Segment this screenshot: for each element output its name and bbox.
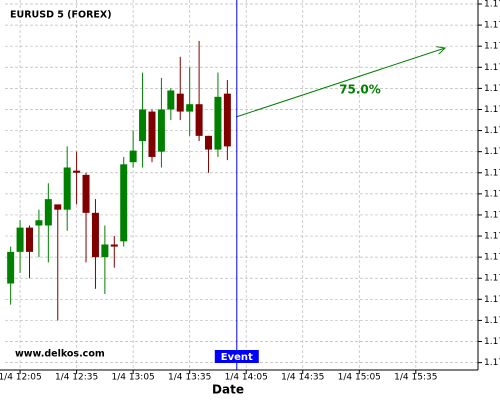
candle-body — [139, 109, 147, 142]
candle-body — [176, 93, 184, 112]
candle-body — [223, 93, 231, 147]
y-tick-label: 1.1744 — [484, 253, 500, 263]
candle-body — [91, 212, 99, 258]
y-tick-label: 1.1740 — [484, 295, 500, 305]
event-box — [214, 350, 259, 363]
x-tick-label: 1/4 12:35 — [55, 373, 98, 383]
candle-body — [82, 174, 90, 213]
candle-body — [7, 251, 15, 284]
candle-body — [73, 170, 81, 173]
y-tick-label: 1.1768 — [484, 0, 500, 10]
x-tick-label: 1/4 13:35 — [168, 373, 211, 383]
y-tick-label: 1.1748 — [484, 210, 500, 220]
y-tick-label: 1.1766 — [484, 21, 500, 31]
candle-body — [25, 227, 33, 252]
y-tick-label: 1.1758 — [484, 105, 500, 115]
candle-body — [63, 167, 71, 210]
y-tick-label: 1.1762 — [484, 63, 500, 73]
y-tick-label: 1.1756 — [484, 126, 500, 136]
y-tick-label: 1.1738 — [484, 316, 500, 326]
candle-body — [167, 90, 175, 110]
candle-body — [44, 199, 52, 226]
candle-body — [214, 96, 222, 150]
candle-body — [120, 164, 128, 242]
y-tick-label: 1.1752 — [484, 168, 500, 178]
candle-body — [54, 204, 62, 210]
candle-body — [35, 220, 43, 226]
x-tick-label: 1/4 13:05 — [111, 373, 154, 383]
y-tick-label: 1.1750 — [484, 189, 500, 199]
y-tick-label: 1.1764 — [484, 42, 500, 52]
candle-body — [16, 227, 24, 252]
candle-body — [129, 150, 137, 163]
candle-body — [101, 244, 109, 258]
candle-body — [186, 104, 194, 112]
x-tick-label: 1/4 14:05 — [225, 373, 268, 383]
chart-title: EURUSD 5 (FOREX) — [10, 10, 112, 21]
candle-body — [148, 111, 156, 157]
y-tick-label: 1.1754 — [484, 147, 500, 157]
x-tick-label: 1/4 14:35 — [281, 373, 324, 383]
forecast-arrow — [235, 48, 445, 118]
y-tick-label: 1.1746 — [484, 232, 500, 242]
y-tick-label: 1.1760 — [484, 84, 500, 94]
watermark: www.delkos.com — [15, 349, 105, 360]
event-label: Event — [221, 352, 253, 363]
x-tick-label: 1/4 12:05 — [0, 373, 42, 383]
y-tick-label: 1.1736 — [484, 337, 500, 347]
candle-body — [195, 104, 203, 136]
x-tick-label: 1/4 15:35 — [394, 373, 437, 383]
candle-body — [205, 135, 213, 150]
y-tick-label: 1.1742 — [484, 274, 500, 284]
x-axis-label: Date — [212, 383, 244, 397]
candle-body — [157, 109, 165, 152]
x-tick-label: 1/4 15:05 — [338, 373, 381, 383]
y-tick-label: 1.1734 — [484, 358, 500, 368]
annotation: 75.0% — [339, 83, 381, 97]
candle-body — [110, 244, 118, 247]
